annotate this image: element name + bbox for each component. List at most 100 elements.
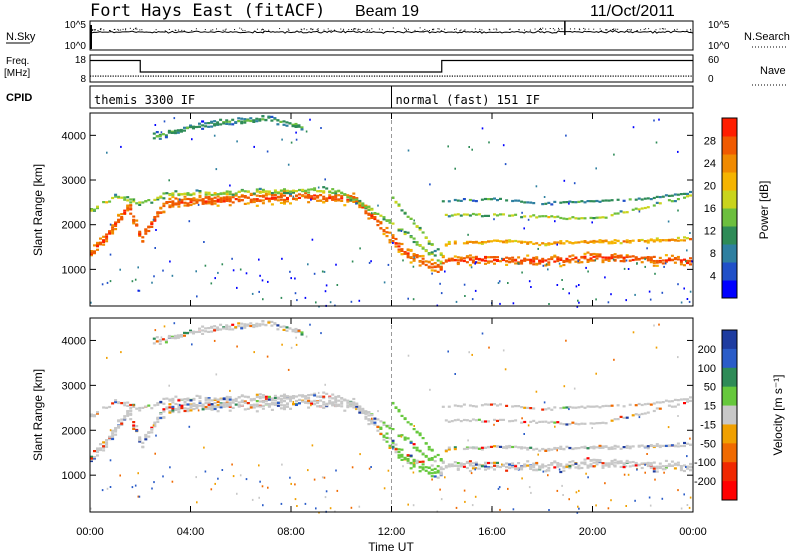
power-noise-cell [565, 134, 567, 137]
power-echo-cell [547, 243, 551, 246]
power-echo-cell [667, 258, 671, 261]
colorbar-segment [722, 154, 737, 173]
power-echo-cell [480, 215, 484, 218]
velocity-echo-cell [625, 444, 629, 448]
velocity-echo-cell [102, 446, 106, 449]
velocity-echo-cell [144, 435, 148, 439]
x-tick-label: 08:00 [277, 526, 305, 538]
velocity-noise-cell [610, 499, 612, 502]
velocity-echo-cell [295, 403, 298, 406]
power-echo-cell [496, 199, 499, 202]
power-noise-cell [132, 198, 135, 201]
nave-dot [303, 75, 305, 77]
velocity-echo-cell [234, 399, 238, 402]
velocity-noise-cell [527, 424, 530, 427]
velocity-echo-cell [544, 449, 548, 452]
power-echo-cell [331, 195, 335, 198]
noise-search-dot [574, 28, 576, 30]
velocity-echo-cell [643, 445, 647, 448]
power-echo-cell [586, 258, 590, 262]
power-echo-cell [111, 226, 115, 229]
power-echo-cell [574, 260, 578, 263]
velocity-echo-cell [162, 416, 166, 419]
velocity-echo-cell [514, 405, 518, 408]
velocity-echo-cell [313, 392, 317, 395]
power-echo-cell [586, 200, 590, 203]
power-echo-cell [640, 238, 644, 242]
velocity-echo-cell [589, 446, 593, 449]
nave-dot [559, 75, 562, 77]
nave-dot [155, 75, 157, 77]
power-echo-cell [144, 228, 148, 231]
power-echo-cell [547, 216, 551, 219]
power-echo-cell [135, 202, 139, 205]
velocity-echo-cell [637, 413, 641, 416]
power-echo-cell [367, 208, 371, 211]
velocity-echo-cell [349, 402, 353, 405]
power-echo-cell [231, 193, 235, 196]
velocity-noise-cell [471, 353, 473, 356]
power-echo-cell [444, 259, 448, 262]
power-echo-cell [279, 189, 283, 192]
velocity-echo-cell [589, 465, 593, 468]
velocity-noise-cell [654, 478, 656, 481]
power-echo-cell [595, 257, 599, 260]
power-echo-cell [484, 255, 487, 259]
power-echo-cell [147, 199, 151, 202]
velocity-echo-cell [447, 465, 451, 468]
velocity-echo-cell [322, 395, 326, 398]
velocity-echo-cell [219, 404, 223, 407]
power-echo-cell [237, 200, 241, 203]
velocity-noise-cell [324, 383, 326, 386]
velocity-echo-cell [595, 405, 599, 408]
velocity-echo-cell [285, 326, 289, 329]
velocity-echo-cell [258, 323, 262, 326]
velocity-noise-cell [213, 339, 216, 342]
power-echo-cell [222, 198, 226, 201]
velocity-echo-cell [207, 407, 211, 410]
velocity-echo-cell [201, 325, 205, 328]
nave-dot [180, 75, 182, 77]
noise-search-dot [357, 28, 359, 30]
velocity-echo-cell [661, 465, 665, 468]
power-echo-cell [487, 260, 490, 263]
power-echo-cell [198, 194, 202, 197]
velocity-echo-cell [409, 461, 413, 465]
power-echo-cell [189, 124, 192, 127]
velocity-echo-cell [683, 469, 686, 473]
velocity-echo-cell [547, 449, 551, 452]
power-noise-cell [305, 130, 308, 133]
velocity-noise-cell [325, 490, 328, 493]
velocity-echo-cell [538, 420, 542, 423]
power-noise-cell [134, 278, 137, 281]
velocity-echo-cell [159, 416, 163, 419]
velocity-echo-cell [571, 464, 575, 467]
power-noise-cell [607, 301, 610, 304]
nave-dot [625, 75, 627, 77]
power-echo-cell [164, 136, 168, 139]
power-echo-cell [394, 237, 398, 241]
nave-dot [652, 75, 654, 77]
power-echo-cell [129, 204, 133, 207]
power-echo-cell [249, 117, 253, 120]
colorbar-tick-label: 15 [704, 401, 716, 413]
velocity-echo-cell [447, 446, 451, 449]
velocity-echo-cell [589, 422, 593, 425]
velocity-noise-cell [336, 489, 339, 492]
power-noise-cell [413, 219, 415, 222]
nave-dot [341, 75, 343, 77]
power-echo-cell [532, 202, 536, 205]
power-noise-cell [577, 299, 579, 302]
power-echo-cell [334, 192, 338, 195]
power-echo-cell [144, 200, 148, 203]
power-echo-cell [480, 242, 484, 245]
velocity-noise-cell [578, 489, 580, 492]
velocity-noise-cell [554, 425, 556, 428]
power-echo-cell [574, 257, 578, 260]
power-echo-cell [391, 240, 395, 243]
velocity-echo-cell [307, 394, 311, 397]
velocity-echo-cell [556, 421, 560, 424]
noise-search-dot [664, 28, 666, 30]
power-echo-cell [189, 203, 193, 207]
velocity-echo-cell [535, 461, 539, 465]
